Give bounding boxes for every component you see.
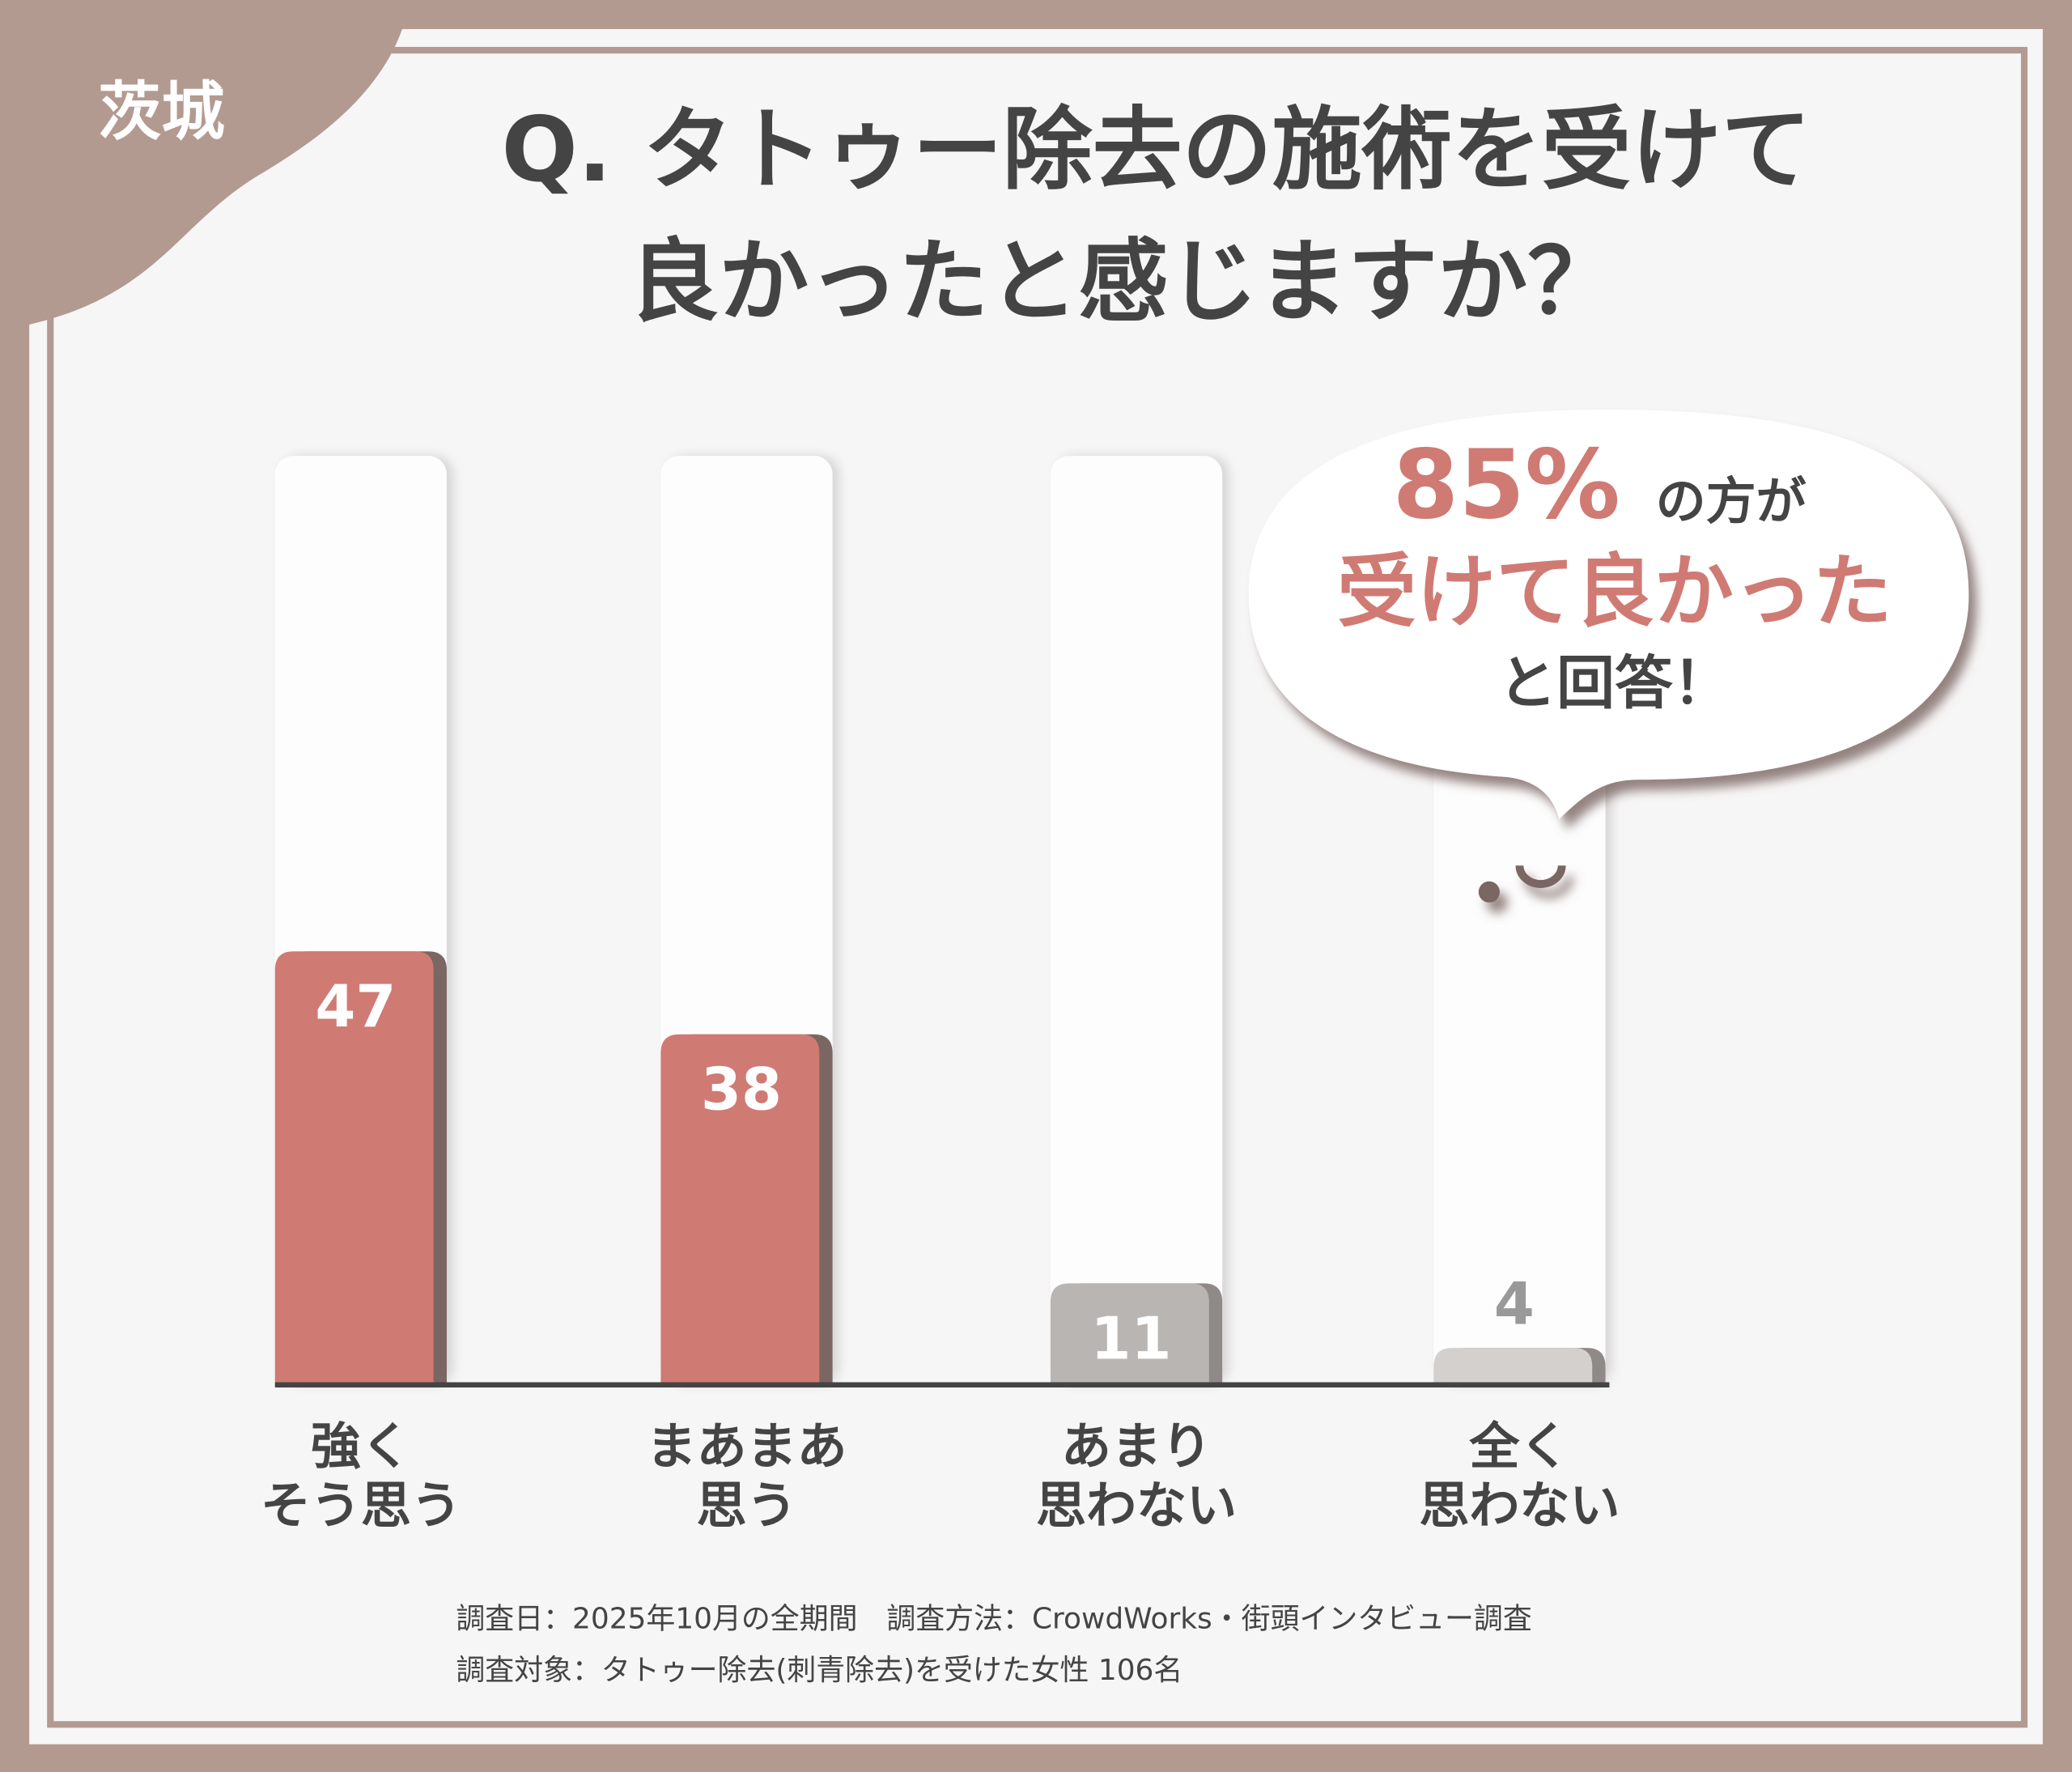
title-line: Q. タトゥー除去の施術を受けて <box>501 98 1811 202</box>
x-tick-label: 思う <box>696 1476 796 1535</box>
callout-text: 受けて良かった <box>1337 546 1892 639</box>
bar-track <box>1050 456 1223 1385</box>
bar <box>1433 1348 1593 1385</box>
x-tick-label: 全く <box>1468 1417 1569 1476</box>
x-tick-label: 強く <box>311 1417 411 1476</box>
callout-text: と回答！ <box>1498 648 1730 716</box>
value-label: 11 <box>1091 1304 1172 1372</box>
badge-shape <box>0 0 410 331</box>
value-label: 47 <box>315 972 396 1040</box>
badge: 茨城 <box>98 75 225 149</box>
x-tick-label: 思わない <box>1036 1476 1237 1535</box>
x-tick-label: 思わない <box>1419 1476 1620 1535</box>
x-tick-label: まあまあ <box>646 1417 847 1476</box>
footer: 調査対象：タトゥー除去(刺青除去)を受けた女性 106名 <box>456 1654 1182 1687</box>
bar <box>660 1034 820 1385</box>
x-tick-label: そう思う <box>261 1476 461 1535</box>
x-tick-label: あまり <box>1061 1417 1212 1476</box>
footer: 調査日：2025年10月の全期間 調査方法：CrowdWorks・街頭インタビュ… <box>456 1602 1531 1635</box>
inner-border <box>47 46 2028 1728</box>
title-line: 良かったと感じますか？ <box>629 230 1617 334</box>
callout-highlight: 85% <box>1392 429 1620 540</box>
bar <box>1050 1283 1209 1385</box>
callout-text: の方が <box>1656 472 1807 531</box>
value-label: 38 <box>701 1056 782 1124</box>
value-label: 4 <box>1494 1270 1535 1338</box>
callout-bubble <box>1248 410 1969 903</box>
bar <box>274 951 434 1385</box>
